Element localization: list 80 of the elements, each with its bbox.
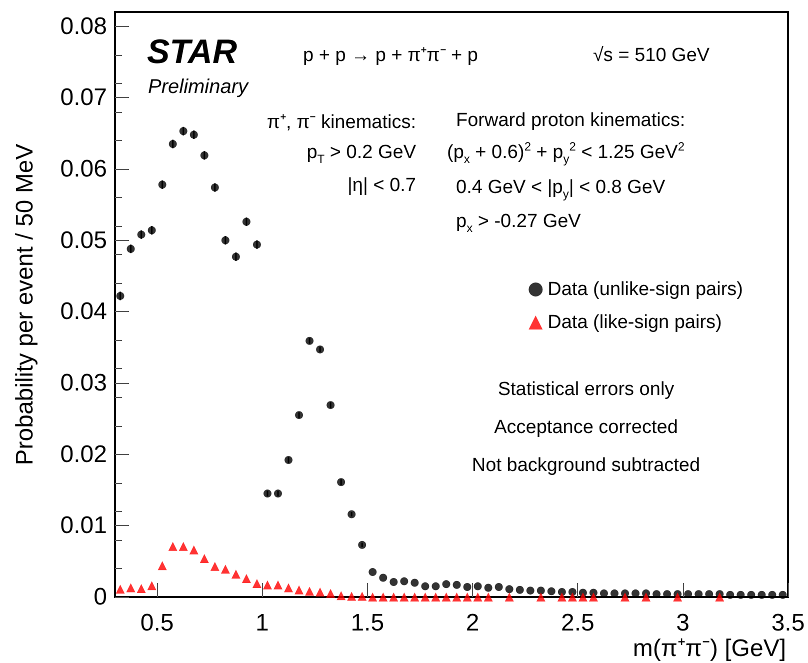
point: [578, 592, 588, 602]
point: [210, 562, 220, 571]
point: [715, 592, 724, 602]
point: [389, 592, 398, 602]
legend-label: Data (unlike-sign pairs): [548, 279, 744, 300]
point: [178, 542, 188, 551]
annotation: Preliminary: [148, 76, 248, 98]
point: [378, 592, 388, 602]
point: [147, 581, 156, 590]
point: [273, 580, 282, 590]
point: [158, 561, 167, 570]
point: [231, 570, 240, 579]
point: [462, 592, 472, 602]
y-tick-label: 0.08: [60, 12, 107, 40]
point: [431, 592, 440, 602]
point: [305, 586, 314, 596]
point: [220, 564, 230, 574]
point: [200, 554, 209, 563]
point: [358, 592, 367, 601]
point: [189, 545, 198, 554]
legend-label: Data (like-sign pairs): [548, 312, 722, 333]
point: [588, 592, 598, 602]
point: [400, 592, 409, 602]
x-axis-title: m(π⁺π⁻) [GeV]: [632, 635, 786, 662]
point: [420, 592, 430, 602]
point: [116, 584, 125, 594]
point: [294, 585, 304, 594]
annotation: √s = 510 GeV: [593, 45, 710, 66]
annotation: p + p → p + π⁺π⁻ + p: [303, 45, 478, 66]
point: [326, 588, 336, 598]
y-tick-label: 0.04: [60, 298, 107, 326]
point: [568, 592, 577, 602]
annotation: Forward proton kinematics:: [456, 110, 686, 131]
point: [452, 592, 462, 602]
point: [557, 592, 566, 602]
point: [504, 592, 514, 602]
point: [620, 592, 630, 602]
x-tick-label: 2: [466, 610, 480, 636]
point: [473, 592, 482, 602]
point: [242, 574, 251, 583]
annotation: Statistical errors only: [498, 379, 674, 400]
point: [484, 592, 493, 602]
y-tick-label: 0: [94, 584, 107, 610]
point: [284, 583, 294, 592]
y-tick-label: 0.01: [60, 512, 107, 540]
point: [673, 592, 682, 602]
y-tick-label: 0.02: [60, 440, 107, 468]
x-tick-label: 2.5: [561, 610, 594, 636]
y-tick-label: 0.05: [60, 226, 107, 254]
point: [442, 592, 451, 602]
point: [368, 592, 378, 602]
x-tick-label: 0.5: [140, 610, 174, 636]
y-tick-label: 0.03: [60, 369, 107, 396]
point: [252, 578, 262, 588]
x-tick-label: 3.5: [771, 610, 805, 636]
annotation: p$_{T}$ > 0.2 GeV: [306, 142, 416, 166]
text: (p$_{x}$ + 0.6)$^{2}$ + p$_{y}$$^{2}$ < 1.25 GeV$^{2}$: [447, 140, 685, 166]
point: [336, 591, 346, 600]
point: [316, 588, 325, 597]
point: [536, 592, 546, 602]
x-tick-label: 1: [256, 610, 269, 636]
annotation: π⁺, π⁻ kinematics:: [266, 112, 416, 133]
point: [136, 584, 146, 593]
point: [168, 542, 178, 551]
y-tick-label: 0.06: [60, 155, 107, 182]
x-tick-label: 3: [676, 610, 690, 636]
point: [347, 592, 356, 601]
annotation: STAR: [147, 33, 238, 71]
annotation: Acceptance corrected: [494, 417, 678, 438]
y-axis-title: Probability per event / 50 MeV: [12, 144, 38, 466]
x-tick-label: 1.5: [350, 610, 384, 636]
annotation: 0.4 GeV < |p$_{y}$| < 0.8 GeV: [456, 177, 666, 201]
y-tick-label: 0.07: [60, 84, 107, 112]
point: [410, 592, 420, 602]
annotation: Not background subtracted: [472, 455, 700, 476]
point: [262, 580, 272, 590]
point: [126, 583, 136, 592]
annotation: p$_{x}$ > -0.27 GeV: [456, 211, 581, 235]
annotation: |η| < 0.7: [347, 175, 416, 196]
point: [642, 592, 651, 602]
